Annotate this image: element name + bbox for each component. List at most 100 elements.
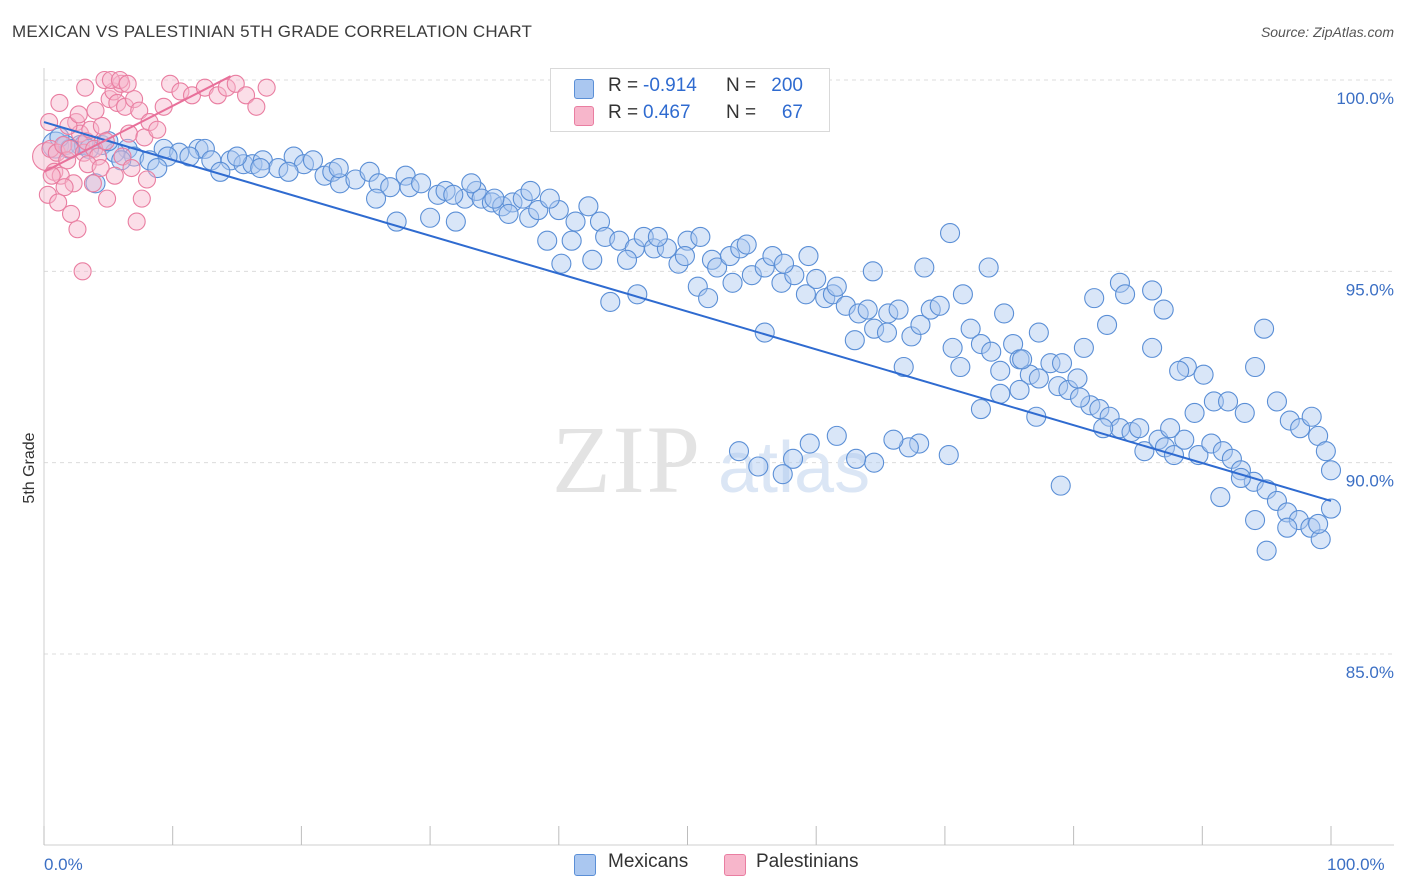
mexicans-point <box>1089 399 1110 420</box>
mexicans-point <box>1266 391 1287 412</box>
mexicans-point <box>1012 349 1033 370</box>
mexicans-point <box>876 322 898 343</box>
mexicans-point <box>990 383 1011 404</box>
mexicans-point <box>227 146 248 167</box>
mexicans-point <box>1084 288 1105 309</box>
palestinians-point <box>69 105 88 124</box>
mexicans-point <box>772 464 793 485</box>
bottom-legend-swatch-mexicans <box>574 854 596 876</box>
mexicans-point <box>399 177 420 198</box>
mexicans-point <box>1129 418 1150 439</box>
mexicans-point <box>910 314 931 335</box>
mexicans-point <box>1301 406 1322 427</box>
mexicans-point <box>798 245 819 267</box>
mexicans-point <box>952 284 973 305</box>
y-tick-labels: 85.0% 90.0% 95.0% 100.0% <box>1336 89 1394 682</box>
mexicans-point <box>1245 356 1266 378</box>
mexicans-point <box>220 150 241 171</box>
palestinians-point <box>40 113 59 132</box>
mexicans-point <box>1174 429 1195 450</box>
mexicans-point <box>1040 353 1061 374</box>
watermark-zip: ZIP <box>552 406 702 513</box>
mexicans-point <box>1266 490 1287 511</box>
mexicans-point <box>1279 410 1300 431</box>
mexicans-point <box>1288 510 1309 531</box>
mexicans-point <box>1142 280 1163 301</box>
mexicans-point <box>561 230 582 251</box>
mexicans-point <box>1009 379 1030 401</box>
legend-swatch-palestinians <box>574 106 594 126</box>
palestinians-point <box>76 78 95 97</box>
mexicans-point <box>806 268 827 290</box>
mexicans-point <box>1308 513 1329 534</box>
mexicans-point <box>990 360 1011 381</box>
mexicans-point <box>411 173 432 194</box>
mexicans-point <box>736 234 757 255</box>
mexicans-point <box>1073 337 1094 358</box>
mexicans-point <box>1028 322 1049 343</box>
mexicans-point <box>929 295 950 316</box>
y-tick-label: 85.0% <box>1346 663 1394 682</box>
palestinians-point <box>92 116 111 135</box>
mexicans-point <box>1142 337 1163 358</box>
palestinians-point <box>89 147 108 166</box>
mexicans-point <box>707 257 728 278</box>
legend-n-value: 67 <box>781 102 803 123</box>
bottom-legend-label-palestinians: Palestinians <box>756 851 859 872</box>
mexicans-point <box>1099 406 1120 427</box>
legend-row-mexicans: R = -0.914 N = 200 <box>551 75 829 101</box>
mexicans-point <box>328 157 349 179</box>
mexicans-point <box>1169 360 1190 381</box>
mexicans-point <box>1217 391 1239 412</box>
mexicans-point <box>1256 540 1277 561</box>
palestinians-point <box>105 166 124 185</box>
mexicans-point <box>1067 368 1088 389</box>
legend-r-label: R = <box>608 75 639 96</box>
mexicans-point <box>888 299 909 320</box>
mexicans-point <box>981 341 1002 362</box>
mexicans-point <box>551 253 572 274</box>
mexicans-trend-line <box>43 121 1332 502</box>
mexicans-point <box>1230 467 1251 489</box>
x-tick-label-max: 100.0% <box>1327 855 1385 874</box>
palestinians-point <box>61 204 81 223</box>
palestinians-point <box>64 174 83 193</box>
mexicans-point <box>677 230 698 251</box>
mexicans-point <box>481 192 502 213</box>
mexicans-point <box>938 444 959 466</box>
palestinians-point <box>237 86 256 105</box>
mexicans-point <box>1203 391 1224 412</box>
mexicans-point <box>565 211 586 232</box>
trend-lines <box>43 75 1332 502</box>
mexicans-point <box>970 399 991 420</box>
mexicans-point <box>539 188 560 209</box>
mexicans-point <box>1320 460 1342 481</box>
palestinians-point <box>38 185 57 204</box>
legend-r-value: -0.914 <box>643 75 697 96</box>
mexicans-point <box>978 257 999 278</box>
mexicans-point <box>268 157 289 179</box>
palestinians-point <box>148 120 167 139</box>
mexicans-point <box>600 291 621 312</box>
mexicans-point <box>722 272 743 293</box>
mexicans-point <box>687 276 708 297</box>
mexicans-point <box>754 322 775 343</box>
palestinians-point <box>118 74 137 93</box>
legend-n-label: N = <box>726 75 757 96</box>
axes <box>43 68 1394 846</box>
series-mexicans <box>42 127 1342 561</box>
mexicans-point <box>633 226 654 247</box>
mexicans-point <box>1277 502 1298 523</box>
mexicans-point <box>420 207 441 228</box>
palestinians-point <box>130 101 149 120</box>
palestinians-point <box>60 139 79 158</box>
mexicans-point <box>674 245 695 267</box>
mexicans-point <box>960 318 981 339</box>
palestinians-point <box>68 220 87 239</box>
palestinians-point <box>50 93 69 113</box>
mexicans-point <box>537 230 558 251</box>
mexicans-point <box>1028 368 1049 389</box>
correlation-legend: R = -0.914 N = 200 R = 0.467 N = 67 <box>550 68 830 132</box>
mexicans-point <box>826 425 847 446</box>
